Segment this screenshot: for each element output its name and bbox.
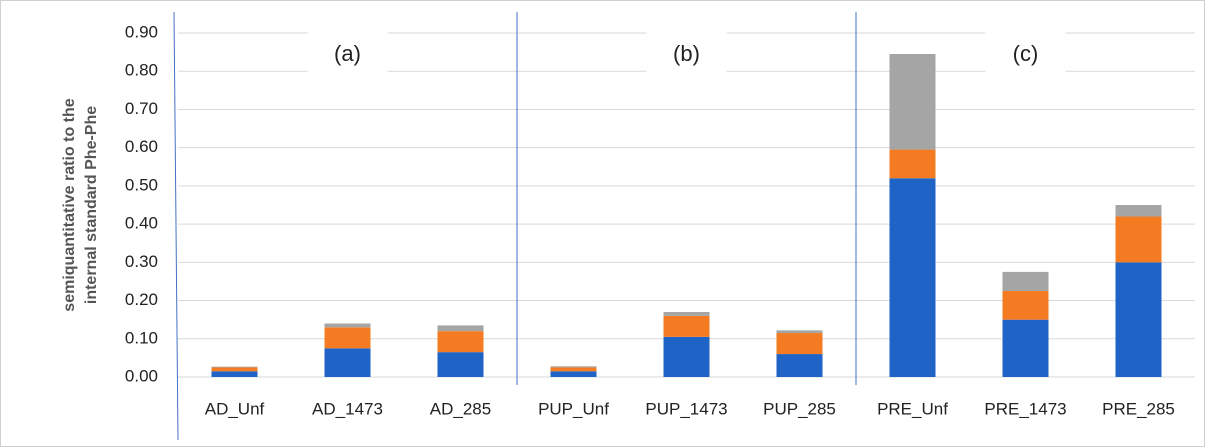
bar-segment [889, 149, 936, 179]
y-tick-label: 0.80 [125, 61, 158, 80]
bar-segment [663, 312, 710, 316]
x-tick-label: PRE_285 [1102, 399, 1175, 418]
y-axis-label: semiquantitative ratio to the [61, 98, 78, 311]
x-tick-label: PUP_Unf [538, 399, 609, 418]
x-tick-label: AD_Unf [205, 399, 265, 418]
y-axis [173, 11, 179, 441]
bar-segment [776, 354, 823, 377]
bar-segment [776, 333, 823, 355]
x-tick-label: AD_1473 [312, 399, 383, 418]
y-tick-label: 0.00 [125, 366, 158, 385]
bar-segment [211, 371, 258, 377]
y-axis-label: internal standard Phe-Phe [83, 106, 100, 304]
bar-segment [211, 367, 258, 372]
x-tick-label: PUP_285 [763, 399, 836, 418]
bar-segment [889, 54, 936, 150]
bar-segment [1002, 291, 1049, 320]
y-tick-label: 0.50 [125, 175, 158, 194]
y-tick-label: 0.60 [125, 137, 158, 156]
bar-segment [889, 178, 936, 377]
annotation-backing [307, 30, 388, 80]
bar-segment [663, 336, 710, 377]
annotation: (a) [334, 41, 361, 66]
y-tick-label: 0.20 [125, 290, 158, 309]
y-tick-label: 0.40 [125, 214, 158, 233]
bar-segment [1115, 262, 1162, 377]
bar-segment [663, 315, 710, 337]
bar-segment [550, 371, 597, 377]
bar-segment [776, 330, 823, 334]
x-tick-label: AD_285 [430, 399, 491, 418]
annotation: (b) [673, 41, 700, 66]
y-tick-label: 0.10 [125, 328, 158, 347]
y-tick-label: 0.70 [125, 99, 158, 118]
y-tick-label: 0.30 [125, 252, 158, 271]
bar-segment [437, 325, 484, 332]
bar-segment [437, 331, 484, 353]
bar-segment [437, 352, 484, 377]
annotation-backing [985, 30, 1066, 80]
bar-segment [324, 348, 371, 377]
bar-segment [1115, 216, 1162, 263]
bar-segment [1002, 319, 1049, 377]
annotation: (c) [1013, 41, 1039, 66]
annotation-backing [646, 30, 727, 80]
bar-segment [324, 327, 371, 349]
bar-segment [550, 367, 597, 372]
bar-segment [1115, 205, 1162, 217]
x-tick-label: PUP_1473 [645, 399, 727, 418]
bar-segment [324, 323, 371, 328]
bar-segment [1002, 271, 1049, 291]
x-tick-label: PRE_Unf [877, 399, 948, 418]
x-tick-label: PRE_1473 [984, 399, 1066, 418]
bar-segment [550, 366, 597, 368]
y-tick-label: 0.90 [125, 22, 158, 41]
bar-segment [211, 366, 258, 368]
